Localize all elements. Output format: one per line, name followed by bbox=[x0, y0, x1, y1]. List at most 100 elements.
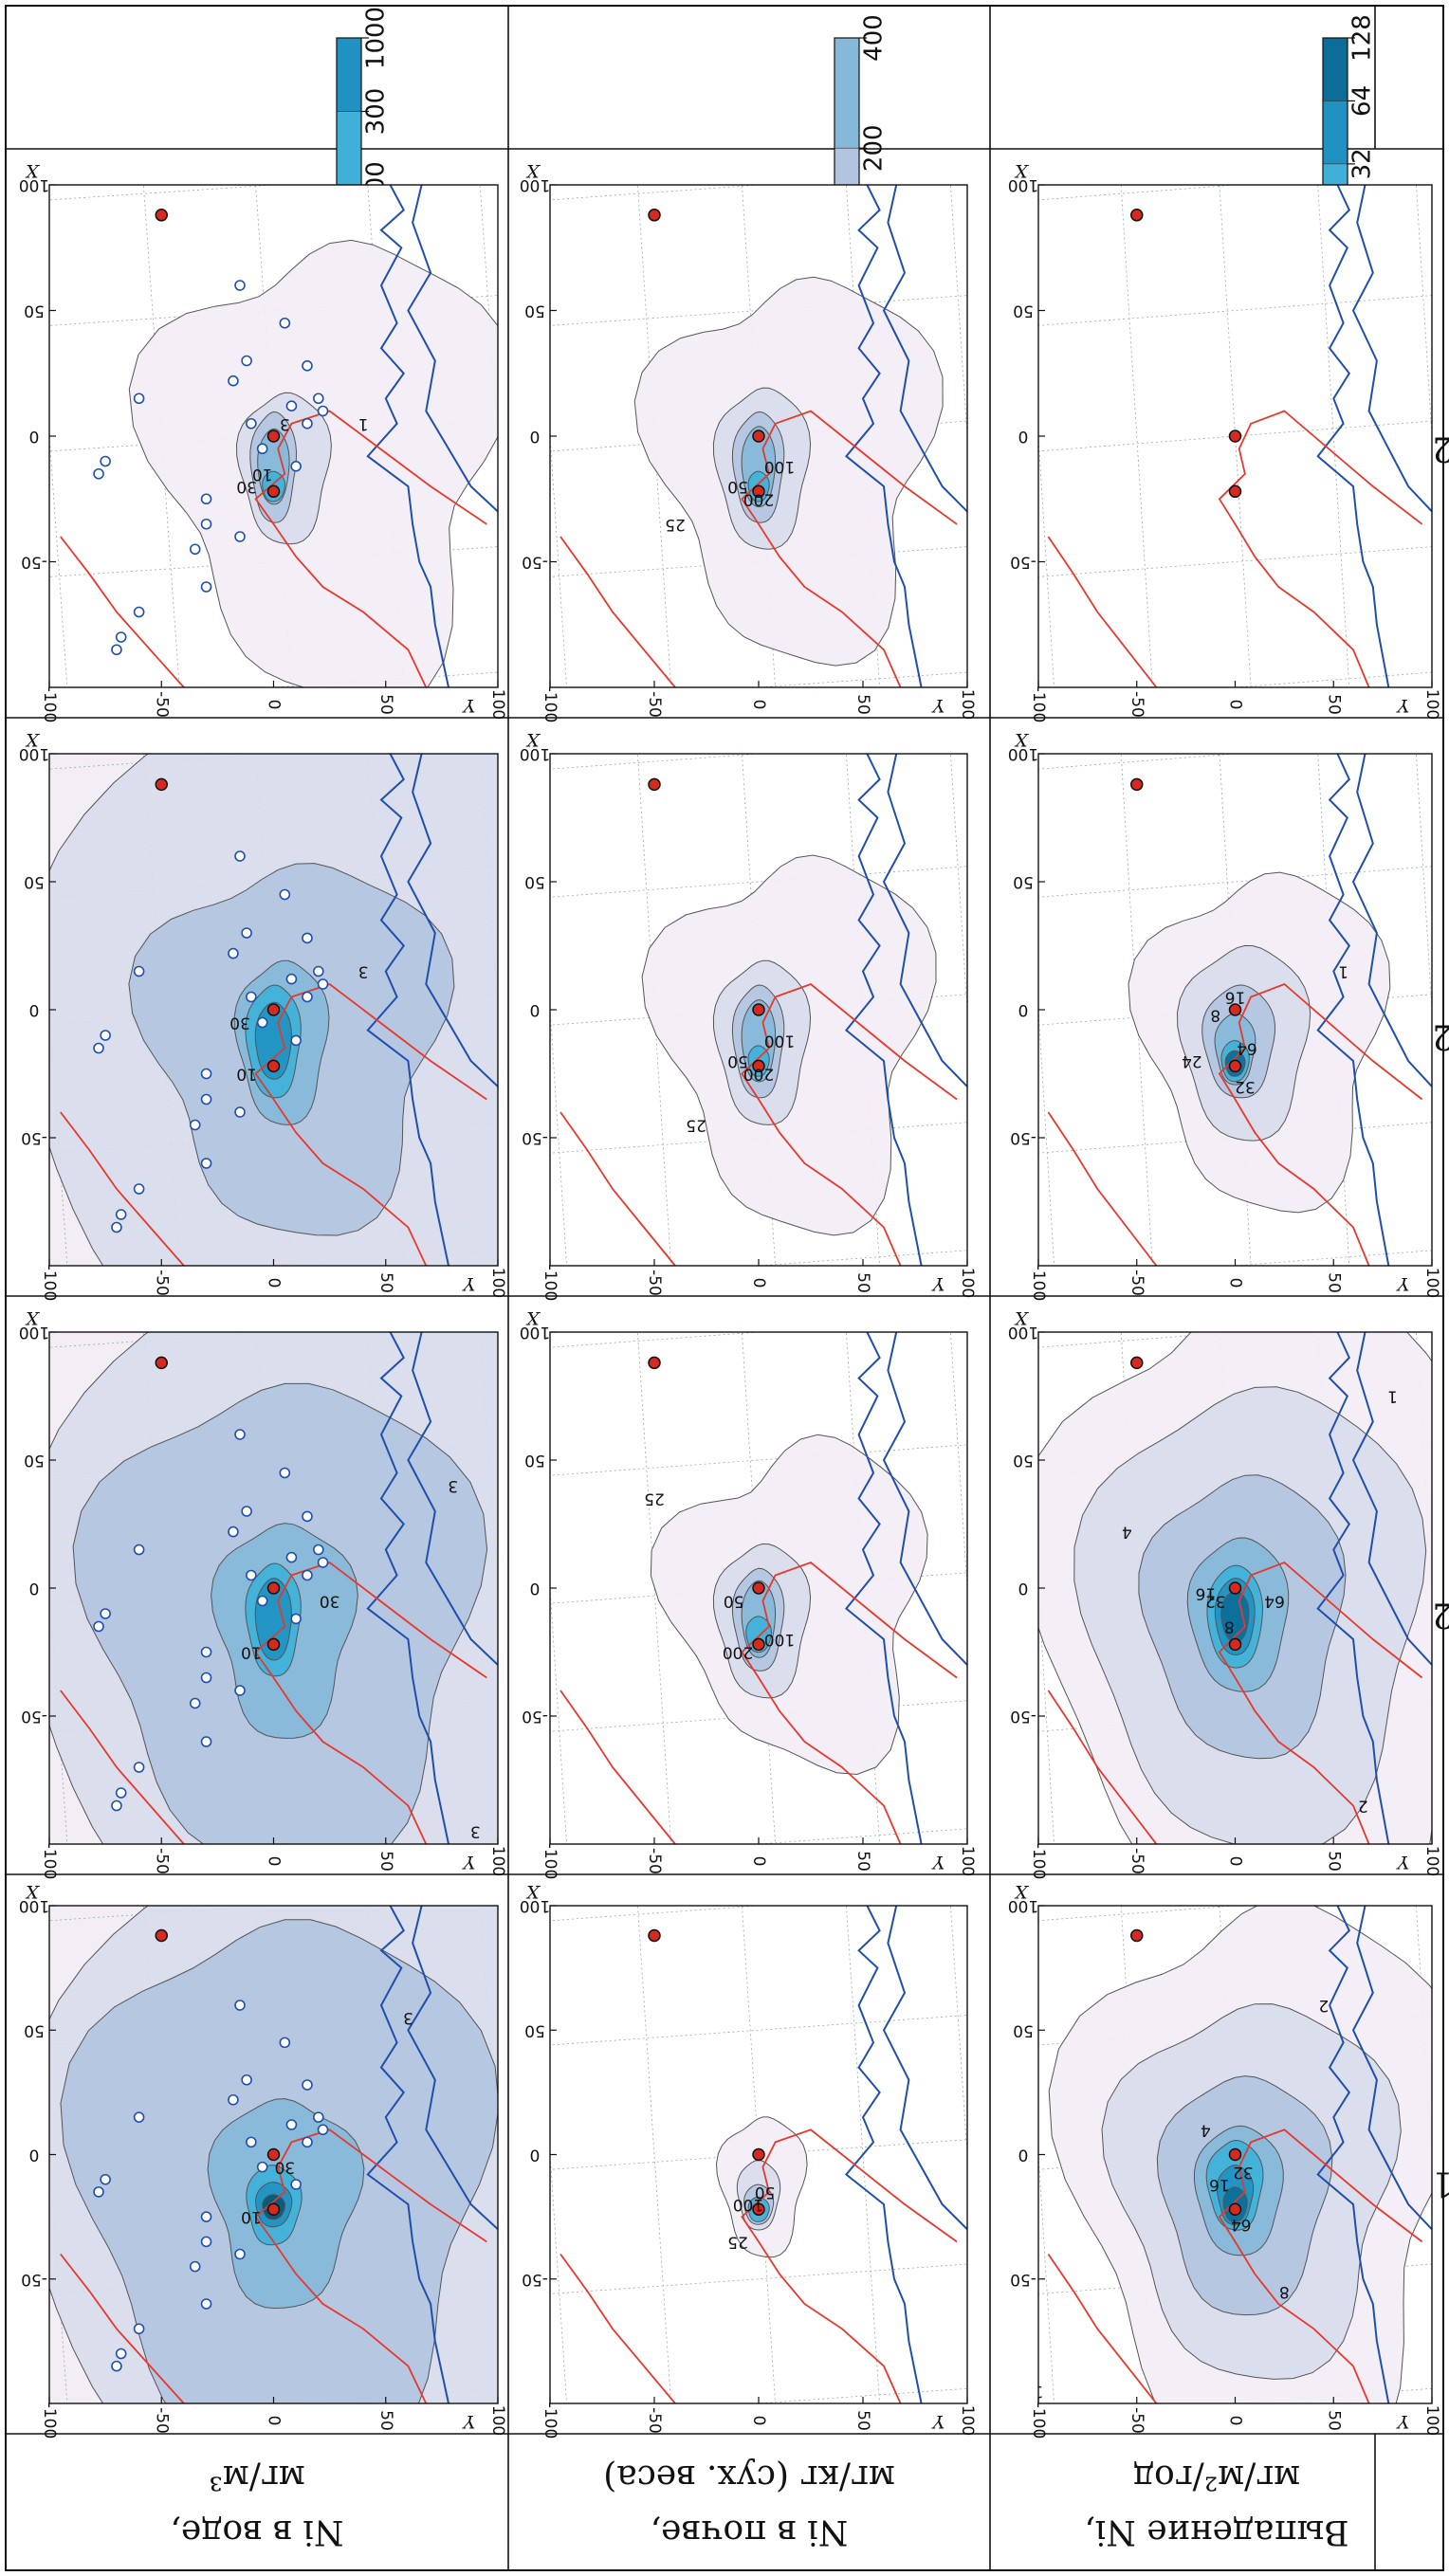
x-tick-label: -50 bbox=[522, 553, 548, 572]
coastline bbox=[407, 1906, 498, 2231]
graticule-line bbox=[550, 866, 967, 898]
coastline bbox=[882, 1906, 967, 2231]
sample-point bbox=[133, 965, 145, 977]
sample-point bbox=[200, 581, 212, 593]
graticule-line bbox=[49, 1906, 280, 1922]
x-tick-label: 100 bbox=[19, 175, 49, 194]
y-axis-label: Y bbox=[461, 2411, 475, 2432]
x-axis-label: X bbox=[25, 160, 41, 181]
graticule-line bbox=[49, 2148, 68, 2403]
contour-label: 3 bbox=[470, 1822, 481, 1841]
x-tick-label: 50 bbox=[1013, 2020, 1034, 2039]
y-tick-label: -50 bbox=[645, 1270, 664, 1296]
sample-point bbox=[93, 467, 104, 480]
sample-point bbox=[115, 1209, 127, 1220]
contour-label: 30 bbox=[320, 1592, 340, 1611]
x-axis-label: X bbox=[25, 729, 41, 750]
x-tick-label: -50 bbox=[522, 1128, 548, 1147]
contour-label: 100 bbox=[733, 2195, 763, 2214]
contour-label: 8 bbox=[1224, 1617, 1235, 1636]
y-tick-label: -100 bbox=[1029, 686, 1048, 723]
y-tick-label: 100 bbox=[958, 689, 977, 720]
sample-point bbox=[111, 1800, 122, 1812]
x-tick-label: 100 bbox=[520, 1323, 550, 1342]
row-label-line1: Выпадение Ni, bbox=[1084, 2512, 1348, 2551]
border-line bbox=[254, 1561, 487, 1844]
x-tick-label: 50 bbox=[24, 1451, 45, 1470]
x-tick-label: -50 bbox=[522, 1707, 548, 1726]
x-tick-label: 0 bbox=[530, 1000, 541, 1019]
contour-label: 8 bbox=[1210, 1005, 1220, 1024]
graticule-line bbox=[845, 1906, 881, 2403]
row-label-line2: мг/м²/год bbox=[1133, 2457, 1300, 2496]
emission-source bbox=[266, 2147, 281, 2162]
emission-source bbox=[1228, 429, 1242, 443]
sample-point bbox=[133, 1183, 145, 1195]
sample-point bbox=[279, 1467, 291, 1479]
sample-point bbox=[246, 417, 257, 429]
contour-label: 4 bbox=[1122, 1523, 1132, 1542]
emission-source bbox=[648, 1928, 661, 1943]
sample-point bbox=[317, 978, 329, 990]
x-tick-label: -50 bbox=[1010, 553, 1036, 572]
x-tick-label: -50 bbox=[1010, 1707, 1036, 1726]
graticule-line bbox=[741, 754, 777, 1266]
sample-point bbox=[234, 2000, 246, 2011]
emission-source bbox=[1130, 1928, 1144, 1943]
y-tick-label: 0 bbox=[1226, 700, 1245, 710]
y-tick-label: 0 bbox=[1226, 1278, 1245, 1288]
sample-point bbox=[285, 973, 298, 985]
y-tick-label: -50 bbox=[152, 691, 171, 718]
y-tick-label: -100 bbox=[40, 686, 59, 723]
x-axis-label: X bbox=[525, 160, 541, 181]
border-line bbox=[1218, 410, 1423, 687]
border-line bbox=[1218, 1561, 1423, 1844]
x-tick-label: -50 bbox=[1010, 2270, 1036, 2289]
sample-point bbox=[290, 1034, 302, 1047]
graticule-line bbox=[949, 1332, 967, 1595]
coastline bbox=[882, 754, 967, 1087]
y-tick-label: -100 bbox=[40, 1843, 59, 1880]
y-tick-label: 50 bbox=[853, 1851, 872, 1872]
coastline bbox=[844, 185, 923, 687]
y-tick-label: -50 bbox=[152, 1270, 171, 1296]
contour-label: 16 bbox=[1209, 2175, 1230, 2194]
x-tick-label: 50 bbox=[1013, 1451, 1034, 1470]
graticule-line bbox=[1230, 671, 1432, 687]
graticule-line bbox=[550, 1906, 764, 1922]
graticule-line bbox=[1219, 185, 1252, 687]
y-tick-label: 100 bbox=[488, 689, 507, 720]
colorbar-segment bbox=[336, 111, 362, 186]
row-label-0: Выпадение Ni, мг/м²/год bbox=[1084, 2457, 1348, 2551]
sample-point bbox=[228, 375, 239, 387]
border-line bbox=[741, 2128, 958, 2403]
emission-source bbox=[155, 777, 168, 792]
graticule-line bbox=[550, 2148, 568, 2403]
graticule-line bbox=[636, 185, 672, 687]
emission-source bbox=[648, 209, 661, 222]
sample-point bbox=[234, 1685, 246, 1696]
graticule-line bbox=[1038, 420, 1432, 452]
sample-point bbox=[133, 393, 145, 405]
graticule-line bbox=[1415, 185, 1432, 443]
emission-source bbox=[1228, 2202, 1242, 2216]
sample-point bbox=[317, 2124, 329, 2136]
emission-source bbox=[1228, 484, 1242, 499]
contour-label: 10 bbox=[236, 1065, 257, 1084]
y-tick-label: -50 bbox=[645, 691, 664, 718]
y-tick-label: -50 bbox=[152, 2407, 171, 2434]
x-tick-label: 100 bbox=[1008, 1896, 1038, 1915]
contour-label: 100 bbox=[764, 1031, 795, 1050]
y-tick-label: -100 bbox=[541, 686, 559, 723]
x-tick-label: 50 bbox=[524, 1451, 545, 1470]
sample-point bbox=[115, 2348, 127, 2360]
contour-label: 24 bbox=[1182, 1051, 1202, 1070]
contour-label: 100 bbox=[764, 1630, 795, 1649]
sample-point bbox=[234, 1106, 246, 1118]
graticule-line bbox=[741, 1906, 777, 2403]
graticule-line bbox=[1038, 866, 1432, 898]
x-tick-label: 50 bbox=[524, 872, 545, 891]
